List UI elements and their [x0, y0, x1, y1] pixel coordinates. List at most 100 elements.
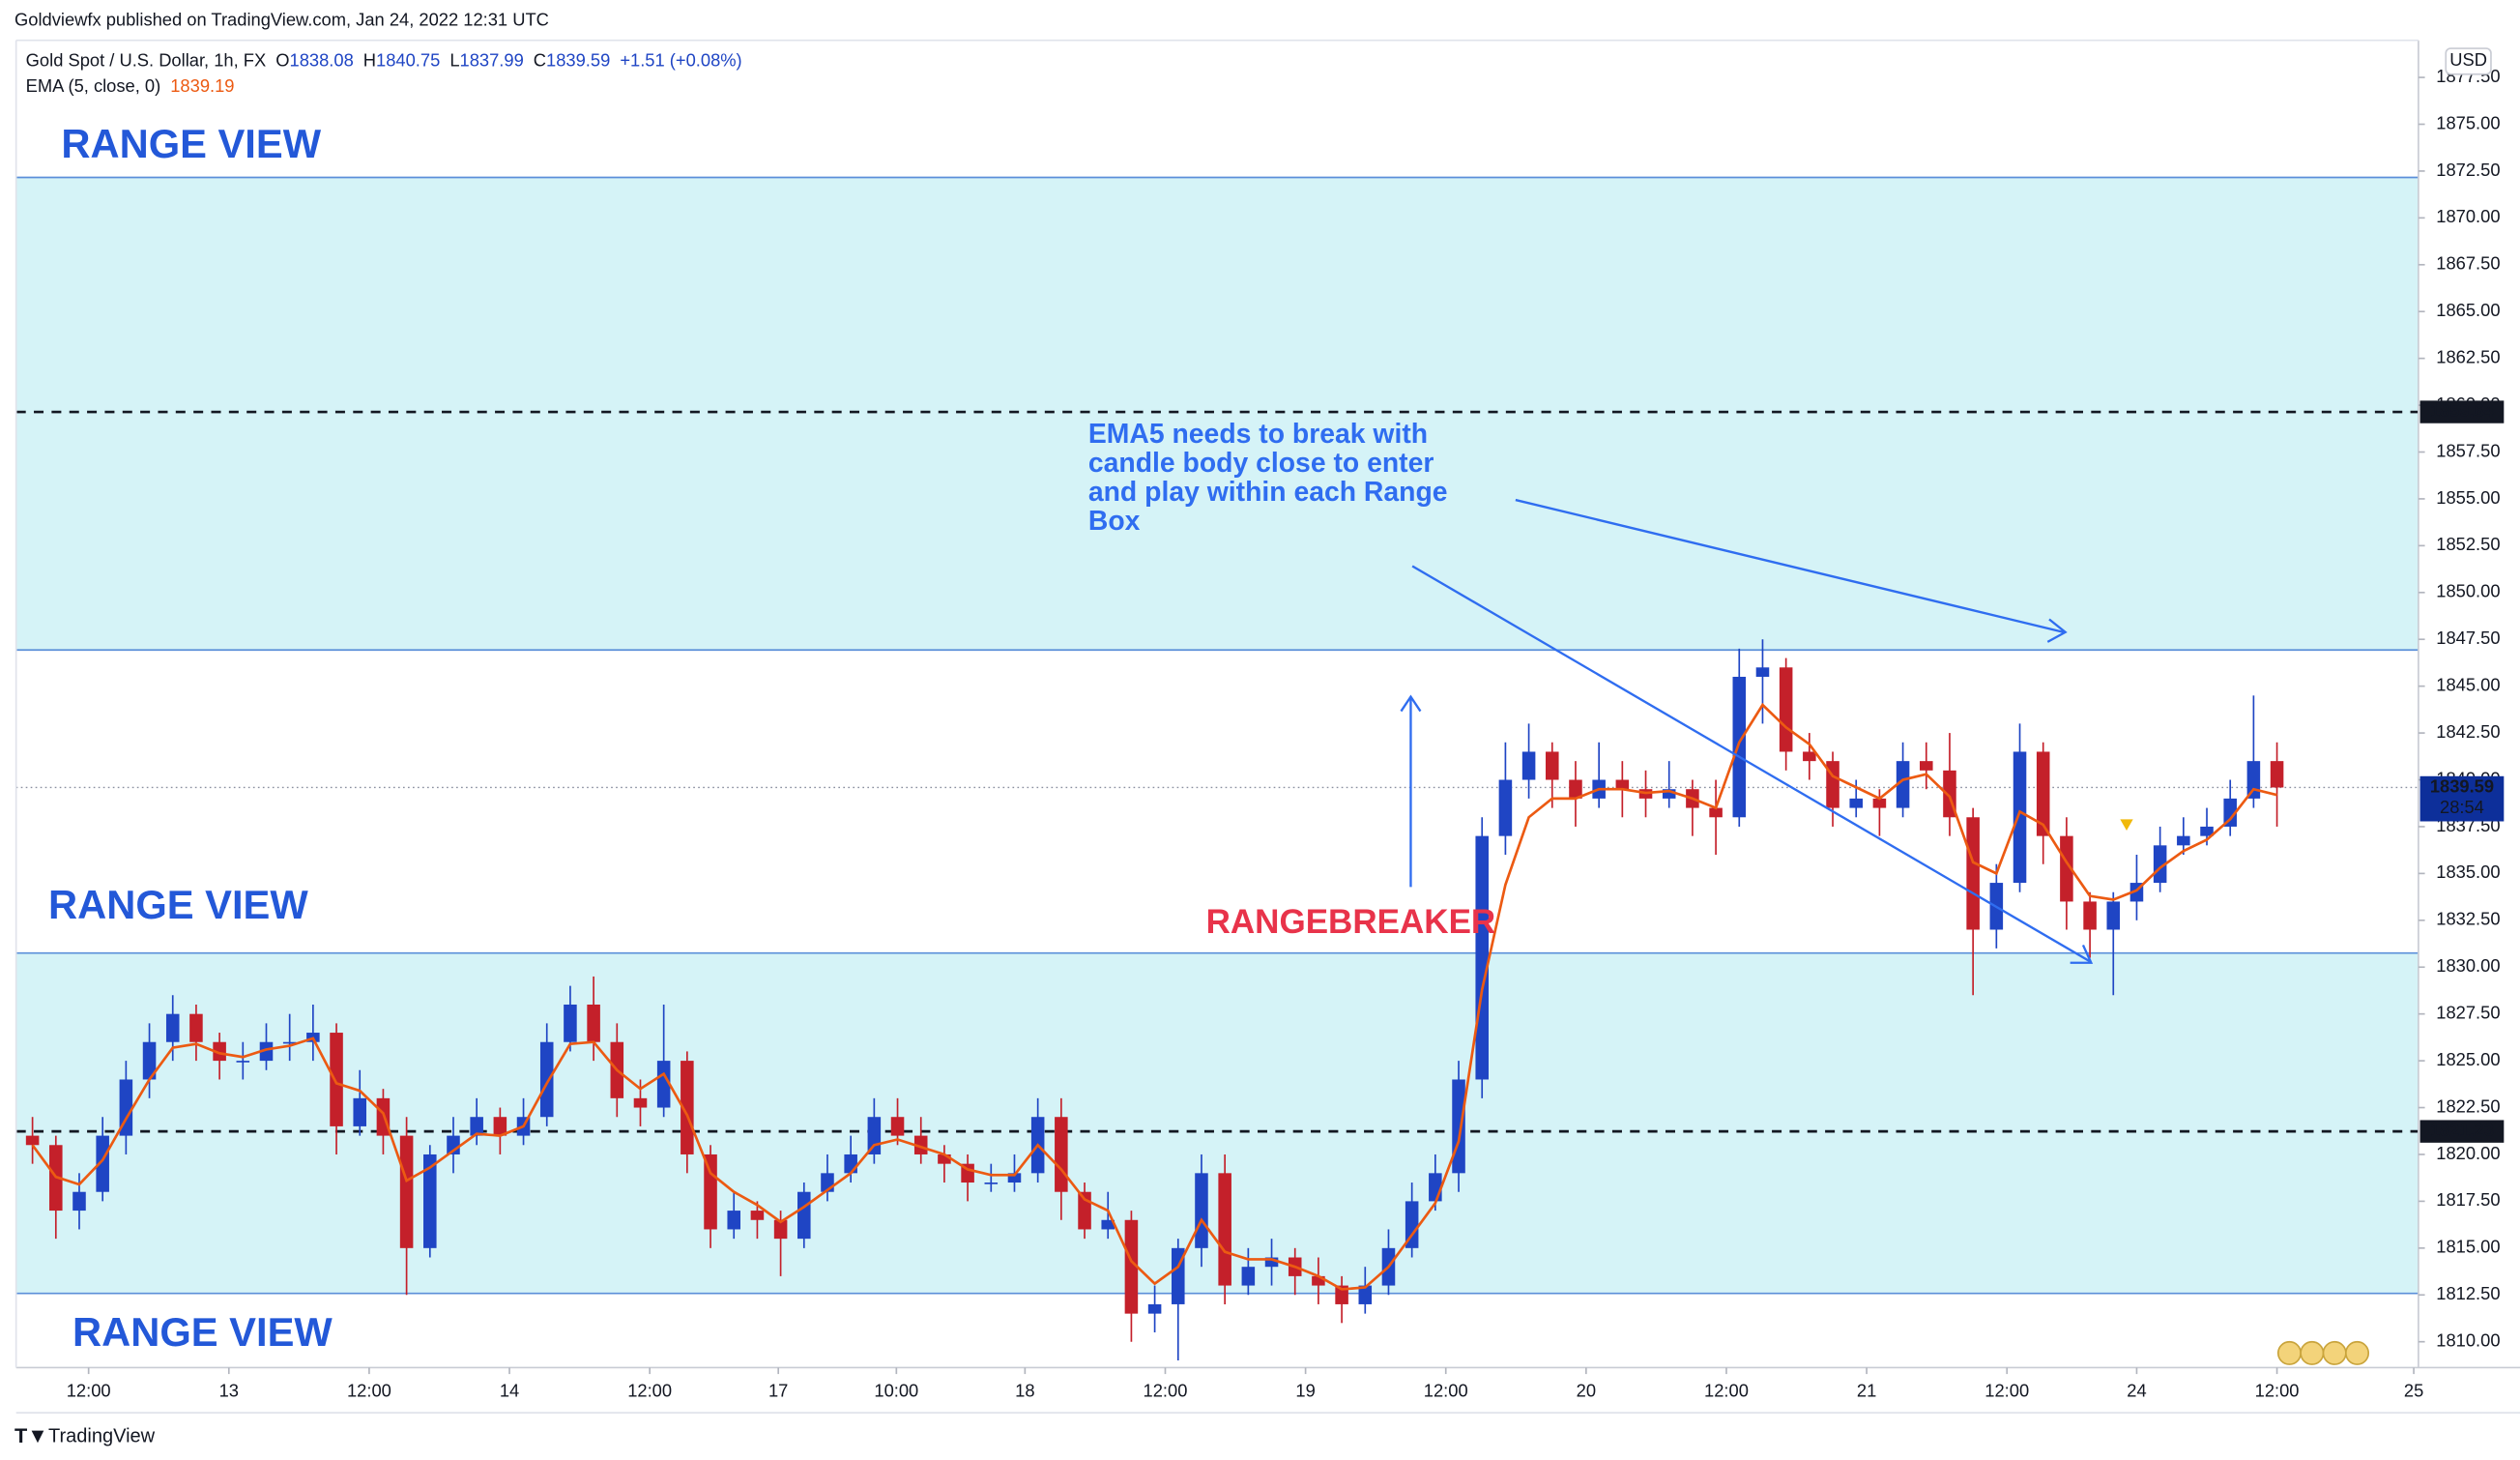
- arrowhead: [1400, 694, 1422, 713]
- candle-body: [1405, 1201, 1419, 1248]
- candle-body: [2153, 845, 2167, 884]
- publisher: Goldviewfx published on TradingView.com,…: [14, 10, 549, 30]
- arrowhead: [2070, 944, 2094, 964]
- x-tick-label: 12:00: [347, 1380, 391, 1400]
- candle-body: [844, 1153, 857, 1174]
- price-badge: [2419, 775, 2505, 822]
- candle-body: [797, 1191, 811, 1240]
- y-tick-label: 1865.00: [2436, 300, 2500, 320]
- annotation: RANGE VIEW: [61, 121, 321, 166]
- candle-body: [2223, 798, 2237, 827]
- price-badge-label: 1839.59: [2430, 775, 2494, 796]
- candle-body: [2083, 901, 2097, 930]
- candle-body: [1546, 751, 1559, 780]
- x-tick-label: 12:00: [1704, 1380, 1749, 1400]
- y-tick-label: 1820.00: [2436, 1143, 2500, 1163]
- price-badge: [2419, 1120, 2505, 1143]
- x-tick-label: 12:00: [1984, 1380, 2029, 1400]
- candle-body: [1662, 789, 1676, 799]
- price-badge: [2419, 400, 2505, 423]
- currency-box: [2445, 47, 2492, 75]
- candle-body: [1615, 779, 1630, 790]
- candle-body: [539, 1041, 554, 1118]
- candle-body: [1429, 1173, 1442, 1202]
- ohlc-value: 1840.75: [376, 49, 440, 70]
- legend-symbol: Gold Spot / U.S. Dollar, 1h, FX O1838.08 H…: [26, 49, 742, 70]
- candle-body: [984, 1183, 999, 1184]
- ema-value: 1839.19: [170, 75, 234, 96]
- candle-body: [1849, 798, 1863, 808]
- price-badge-label: 1859.64: [2430, 400, 2495, 421]
- candle-body: [1007, 1173, 1022, 1183]
- x-tick-label: 21: [1857, 1380, 1876, 1400]
- x-tick-label: 13: [219, 1380, 239, 1400]
- candle-body: [2106, 901, 2121, 930]
- y-tick-label: 1815.00: [2436, 1237, 2500, 1257]
- candle-body: [470, 1117, 483, 1136]
- y-tick-label: 1870.00: [2436, 206, 2500, 226]
- candle-body: [1452, 1079, 1465, 1174]
- candle-body: [142, 1041, 157, 1080]
- y-tick-label: 1867.50: [2436, 253, 2500, 274]
- ema-name: EMA (5, close, 0): [26, 75, 161, 96]
- candle-body: [587, 1004, 600, 1042]
- note-line: and play within each Range: [1088, 477, 1448, 508]
- candle-body: [1521, 751, 1536, 780]
- candle-body: [1358, 1285, 1373, 1304]
- candle-body: [1055, 1117, 1068, 1192]
- candle-body: [259, 1041, 274, 1062]
- currency: USD: [2449, 49, 2487, 70]
- y-tick-label: 1817.50: [2436, 1189, 2500, 1210]
- candle-body: [1872, 798, 1887, 808]
- candle-body: [1475, 835, 1489, 1080]
- x-tick-label: 12:00: [2255, 1380, 2300, 1400]
- candle-body: [1147, 1303, 1162, 1314]
- y-tick-label: 1825.00: [2436, 1049, 2500, 1069]
- y-tick-label: 1822.50: [2436, 1095, 2500, 1116]
- candle-body: [913, 1135, 928, 1154]
- brand: TradingView: [48, 1425, 156, 1446]
- logo: T▼: [14, 1423, 48, 1447]
- candle-body: [96, 1135, 109, 1192]
- y-tick-label: 1852.50: [2436, 534, 2500, 554]
- x-tick-label: 12:00: [1144, 1380, 1188, 1400]
- ema-line: [31, 702, 2277, 1291]
- candle-body: [1732, 676, 1747, 818]
- ohlc-label: L: [449, 49, 459, 70]
- note-line: EMA5 needs to break with: [1088, 419, 1428, 450]
- y-tick-label: 1872.50: [2436, 160, 2500, 180]
- arrow: [1411, 565, 2091, 963]
- candle-body: [236, 1061, 250, 1063]
- x-tick-label: 14: [500, 1380, 519, 1400]
- annotation: RANGEBREAKER: [1206, 903, 1496, 941]
- candle-body: [353, 1097, 367, 1126]
- candle-body: [1195, 1173, 1208, 1248]
- ohlc-value: 1837.99: [460, 49, 524, 70]
- y-tick-label: 1810.00: [2436, 1330, 2500, 1351]
- candle-body: [1312, 1275, 1325, 1286]
- candle-body: [213, 1041, 226, 1062]
- ohlc-label: C: [534, 49, 546, 70]
- candle-body: [2246, 761, 2261, 799]
- candle-body: [423, 1153, 437, 1248]
- y-tick-label: 1845.00: [2436, 675, 2500, 695]
- candle-body: [564, 1004, 577, 1042]
- candle-body: [938, 1153, 951, 1164]
- candle-body: [1241, 1267, 1256, 1286]
- candle-body: [1779, 667, 1793, 752]
- x-tick-label: 25: [2404, 1380, 2423, 1400]
- candle-body: [1896, 761, 1910, 808]
- annotation: RANGE VIEW: [48, 882, 308, 927]
- x-tick-label: 12:00: [627, 1380, 672, 1400]
- candle-body: [282, 1041, 297, 1044]
- marker: [2120, 819, 2133, 831]
- x-tick-label: 20: [1577, 1380, 1596, 1400]
- candle-body: [189, 1013, 203, 1042]
- price-badge-label: 1821.23: [2430, 1120, 2494, 1140]
- y-tick-label: 1875.00: [2436, 112, 2500, 132]
- candle-body: [72, 1191, 86, 1212]
- candle-body: [727, 1211, 741, 1230]
- arrowhead: [2046, 618, 2068, 643]
- footer: T▼ TradingView: [14, 1423, 156, 1447]
